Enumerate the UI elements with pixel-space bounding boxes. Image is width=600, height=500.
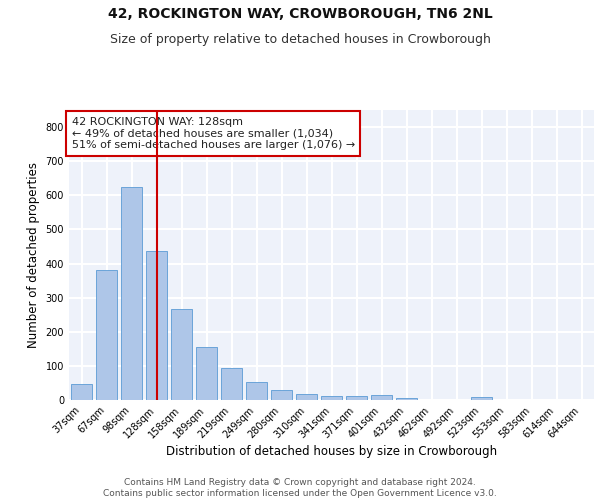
Bar [371,395,392,400]
Text: 42, ROCKINGTON WAY, CROWBOROUGH, TN6 2NL: 42, ROCKINGTON WAY, CROWBOROUGH, TN6 2NL [107,8,493,22]
Bar [246,382,267,400]
Bar [346,396,367,400]
Bar [221,368,242,400]
Text: 42 ROCKINGTON WAY: 128sqm
← 49% of detached houses are smaller (1,034)
51% of se: 42 ROCKINGTON WAY: 128sqm ← 49% of detac… [71,117,355,150]
Bar [146,250,167,400]
Bar [171,308,192,400]
Bar [471,398,492,400]
Bar [196,347,217,400]
X-axis label: Distribution of detached houses by size in Crowborough: Distribution of detached houses by size … [166,446,497,458]
Text: Size of property relative to detached houses in Crowborough: Size of property relative to detached ho… [110,32,490,46]
Bar [396,398,417,400]
Text: Contains HM Land Registry data © Crown copyright and database right 2024.
Contai: Contains HM Land Registry data © Crown c… [103,478,497,498]
Bar [121,187,142,400]
Bar [71,384,92,400]
Bar [96,270,117,400]
Bar [271,390,292,400]
Y-axis label: Number of detached properties: Number of detached properties [27,162,40,348]
Bar [296,394,317,400]
Bar [321,396,342,400]
